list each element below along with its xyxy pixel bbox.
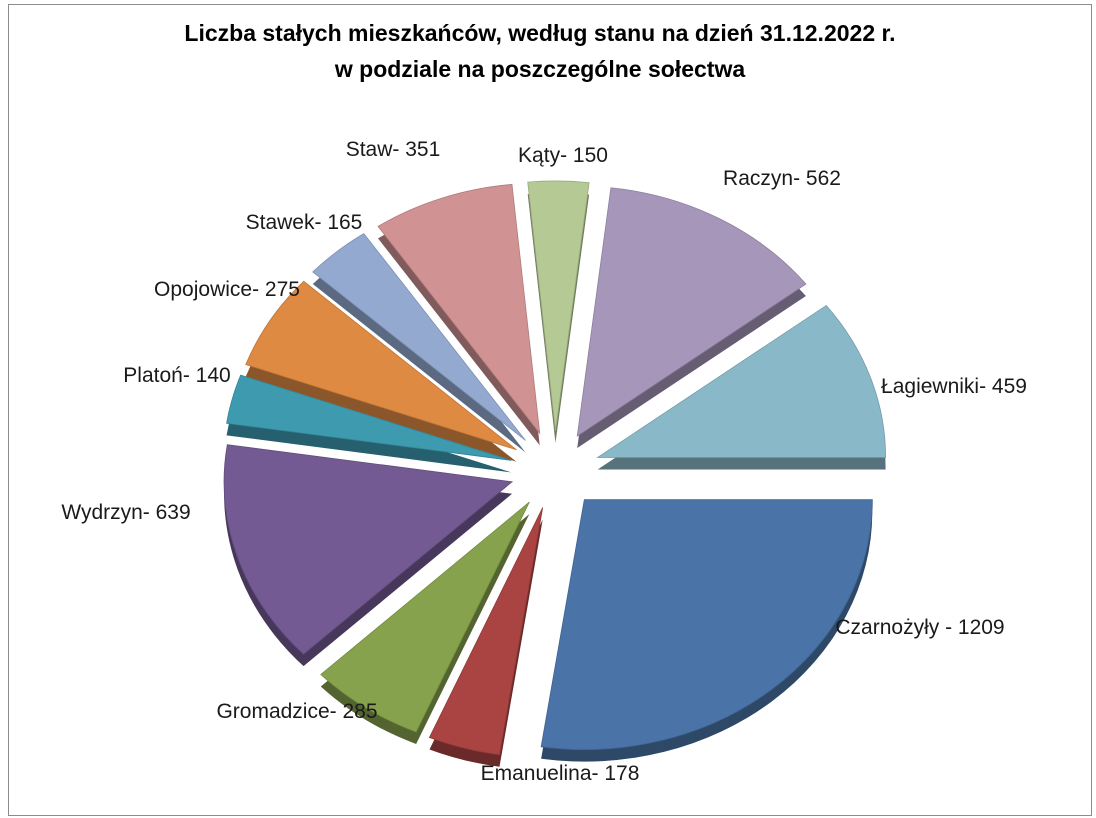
pie-slice-7 — [312, 233, 526, 441]
slice-label-6: Opojowice- 275 — [154, 278, 300, 301]
slice-label-1: Czarnożyły - 1209 — [835, 616, 1004, 639]
pie-slice-3 — [320, 501, 530, 733]
pie-slice-8 — [377, 183, 541, 435]
slice-label-9: Kąty- 150 — [518, 144, 608, 167]
slice-label-5: Platoń- 140 — [123, 364, 230, 387]
slice-label-4: Wydrzyn- 639 — [61, 501, 190, 524]
chart-title: Liczba stałych mieszkańców, według stanu… — [184, 20, 896, 46]
slice-label-8: Staw- 351 — [346, 138, 441, 161]
slice-label-10: Raczyn- 562 — [723, 167, 841, 190]
pie-slice-11 — [596, 304, 887, 458]
chart-subtitle: w podziale na poszczególne sołectwa — [334, 56, 746, 82]
slice-label-7: Stawek- 165 — [246, 211, 363, 234]
pie-slice-10 — [576, 187, 807, 437]
chart-frame — [8, 4, 1092, 816]
pie-slice-9 — [527, 180, 590, 431]
pie-slice-2 — [428, 507, 544, 756]
pie-slice-5 — [226, 374, 512, 461]
slice-label-11: Łagiewniki- 459 — [881, 375, 1027, 398]
pie-slice-4 — [223, 444, 514, 655]
pie-slice-6 — [245, 280, 517, 451]
slice-label-3: Gromadzice- 285 — [216, 700, 377, 723]
slice-label-2: Emanuelina- 178 — [481, 762, 640, 785]
pie-slice-1 — [540, 499, 873, 751]
